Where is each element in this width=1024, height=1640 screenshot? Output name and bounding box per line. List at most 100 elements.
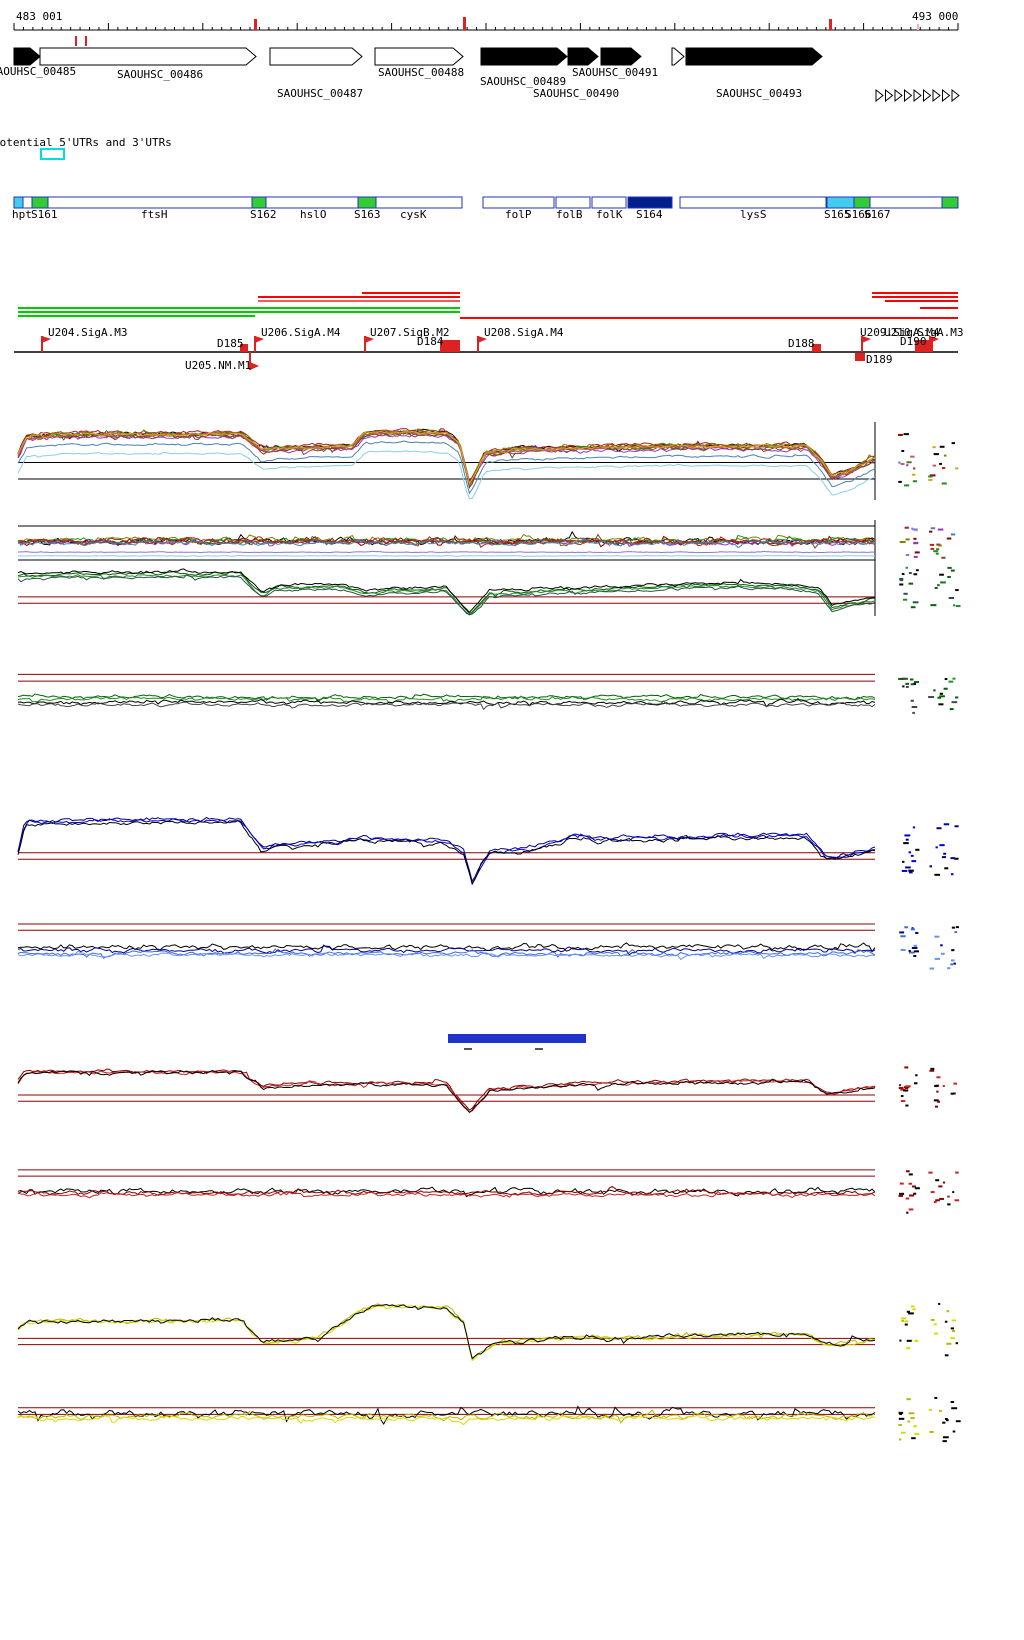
signal-line [17,1405,876,1425]
gene-arrow[interactable] [600,47,642,66]
ruler-mark [463,17,466,30]
gene-label: SAOUHSC_00486 [117,68,204,81]
signal-track-6 [17,1066,958,1114]
annotation-label: ftsH [141,208,168,221]
annotation-box[interactable] [853,196,871,209]
terminator-box[interactable] [915,340,933,352]
signal-line [18,554,876,557]
annotation-box[interactable] [555,196,591,209]
annotation-label: folB [556,208,583,221]
signal-line [17,430,876,487]
signal-line [17,818,876,886]
chevron-arrow-icon [913,88,922,103]
annotation-track [13,196,959,209]
annotation-box[interactable] [357,196,377,209]
annotation-label: S165 [824,208,851,221]
annotation-box[interactable] [375,196,463,209]
signal-track-3 [17,673,959,714]
highlight-bar[interactable] [448,1034,586,1043]
signal-line [17,1303,876,1360]
annotation-box[interactable] [869,196,943,209]
utr-legend-label: Potential 5'UTRs and 3'UTRs [0,136,172,149]
signal-line [17,820,876,886]
gene-label: SAOUHSC_00487 [277,87,364,100]
gene-label: SAOUHSC_00493 [716,87,803,100]
gene-arrow[interactable] [480,47,568,66]
annotation-label: lysS [740,208,767,221]
annotation-box[interactable] [251,196,267,209]
ruler-mark [254,19,257,30]
gene-arrow[interactable] [374,47,464,66]
chevron-arrow-icon [904,88,913,103]
annotation-box[interactable] [31,196,49,209]
chevron-arrow-icon [923,88,932,103]
tss-flag-pennant [250,362,259,370]
annotation-label: S164 [636,208,663,221]
annotation-box[interactable] [47,196,253,209]
feature-label: U204.SigA.M3 [48,326,128,339]
feature-label: D184 [417,335,444,348]
tss-flag-pennant [365,336,374,343]
gene-arrow[interactable] [567,47,599,66]
signal-line [17,536,876,549]
signal-line [17,1190,876,1199]
signal-line [17,574,876,616]
gene-label: SAOUHSC_00485 [0,65,77,78]
signal-track-4 [17,816,959,886]
gene-arrow[interactable] [13,47,41,66]
chevron-arrow-icon [932,88,941,103]
annotation-label: S161 [31,208,58,221]
gene-track [13,47,960,103]
annotation-box[interactable] [627,196,673,209]
chevron-arrow-icon [875,88,884,103]
gene-arrow[interactable] [39,47,257,66]
annotation-box[interactable] [826,196,855,209]
gene-arrow[interactable] [671,47,685,66]
feature-label: U208.SigA.M4 [484,326,564,339]
signal-track-2b [17,558,961,616]
ruler-mark [917,24,919,30]
transcript-track [18,292,958,319]
signal-line [17,450,876,499]
signal-line [17,1185,876,1196]
signal-line [17,816,876,883]
annotation-box[interactable] [265,196,359,209]
highlight-dash [464,1048,472,1050]
terminator-box[interactable] [855,353,865,361]
signal-line [17,574,876,616]
signal-line [17,432,876,485]
terminator-box[interactable] [812,344,821,352]
feature-label: U205.NM.M1 [185,359,252,372]
signal-line [17,695,876,704]
signal-line [17,1069,876,1113]
ruler-mark [829,19,832,30]
annotation-label: folP [505,208,532,221]
signal-line [17,1068,876,1111]
annotation-box[interactable] [482,196,555,209]
signal-track-7 [17,1169,960,1214]
annotation-label: hpt [12,208,32,221]
chevron-arrow-icon [942,88,951,103]
signal-line [17,433,876,488]
gene-arrow[interactable] [685,47,823,66]
signal-line [17,1303,876,1361]
terminator-box[interactable] [440,340,460,352]
signal-line [17,550,876,554]
signal-line [17,698,876,708]
annotation-box[interactable] [679,196,827,209]
annotation-label: S162 [250,208,277,221]
gene-arrow[interactable] [269,47,363,66]
annotation-label: S167 [864,208,891,221]
feature-label: U206.SigA.M4 [261,326,341,339]
signal-line [17,942,876,953]
signal-line [17,430,876,486]
annotation-box[interactable] [22,196,33,209]
annotation-box[interactable] [13,196,24,209]
terminator-box[interactable] [240,344,248,352]
signal-line [17,950,876,961]
ruler [13,17,959,46]
annotation-box[interactable] [941,196,959,209]
annotation-box[interactable] [591,196,627,209]
